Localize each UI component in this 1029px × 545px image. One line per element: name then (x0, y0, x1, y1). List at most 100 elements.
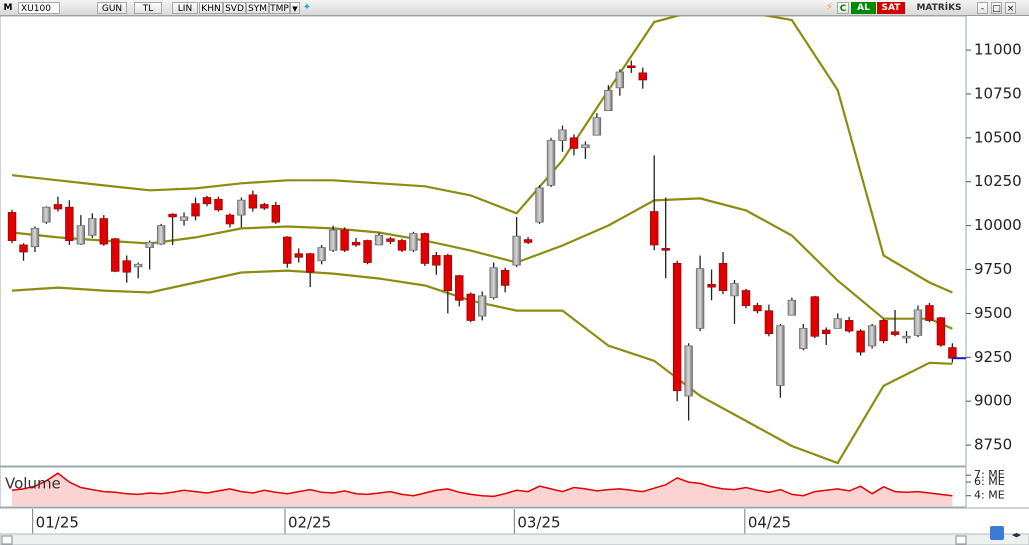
candle-body (650, 211, 659, 246)
candle-body (397, 240, 407, 251)
y-tick-label: 8750 (974, 436, 1012, 454)
candle-body (478, 295, 487, 317)
volume-title: Volume (5, 475, 61, 493)
candle-body (741, 290, 751, 306)
toolbar-button[interactable]: SYM (246, 2, 269, 14)
twitter-icon[interactable]: ✦ (302, 2, 312, 13)
candle-body (638, 72, 647, 81)
candle-body (271, 205, 280, 223)
toolbar-button[interactable]: SVD (223, 2, 246, 14)
line-button[interactable]: LIN (172, 2, 198, 14)
candle-body (328, 229, 338, 251)
volume-tick-label: 6: ME (974, 475, 1005, 488)
dropdown-arrow[interactable]: ▼ (290, 2, 300, 14)
candle-body (718, 262, 728, 292)
candle-body (787, 299, 797, 316)
candle-body (248, 194, 258, 209)
period-button[interactable]: GUN (97, 2, 127, 14)
candle-body (879, 320, 888, 342)
window-button[interactable]: □ (991, 2, 1002, 14)
alert-icon[interactable]: ⚡ (825, 2, 834, 13)
candle-body (890, 331, 900, 335)
candle-body (225, 214, 235, 225)
candle-body (305, 253, 315, 273)
candle-body (684, 345, 693, 397)
buy-button[interactable]: AL (851, 2, 876, 14)
volume-tick-label: 4: ME (974, 489, 1005, 502)
candle-body (707, 284, 716, 288)
candle-body (753, 305, 762, 312)
candle-body (925, 305, 934, 321)
y-tick-label: 11000 (974, 41, 1022, 59)
candle-body (546, 140, 556, 186)
band-line (11, 269, 953, 465)
candle-body (466, 293, 475, 321)
candle-body (294, 253, 303, 258)
candle-body (443, 255, 453, 292)
candle-body (867, 325, 877, 347)
candle-body (283, 236, 292, 264)
scrollbar[interactable] (0, 533, 1029, 545)
candle-body (615, 71, 625, 89)
candle-body (7, 212, 17, 241)
c-button[interactable]: C (837, 2, 849, 14)
candle-body (581, 144, 590, 148)
candle-body (340, 229, 349, 251)
candle-body (409, 233, 418, 251)
candle-body (569, 137, 579, 149)
candle-body (19, 244, 28, 253)
candle-body (42, 206, 51, 223)
candle-body (133, 263, 143, 268)
candle-body (386, 238, 395, 242)
currency-button[interactable]: TL (134, 2, 162, 14)
candle-body (214, 198, 223, 211)
y-tick-label: 9250 (974, 348, 1012, 366)
candle-body (179, 216, 189, 221)
candle-body (948, 347, 957, 359)
toolbar: M XU100 GUN TL LIN KHN SVD SYM TMP ▼ ✦ ⚡… (0, 0, 1029, 16)
settings-button[interactable] (990, 526, 1004, 540)
candle-body (88, 218, 97, 236)
candle-body (111, 238, 120, 272)
scroll-button[interactable] (1, 535, 13, 545)
x-tick-label: 01/25 (36, 514, 79, 532)
candle-body (936, 317, 946, 346)
candle-body (432, 255, 441, 266)
candle-body (512, 235, 521, 266)
candle-body (455, 275, 464, 301)
candle-body (672, 262, 682, 392)
candle-body (122, 260, 131, 273)
scroll-button[interactable] (955, 535, 967, 545)
window-button[interactable]: - (977, 2, 988, 14)
candle-body (30, 227, 40, 248)
window-button[interactable]: × (1005, 2, 1016, 14)
candle-body (592, 117, 602, 136)
candle-body (363, 240, 372, 263)
y-tick-label: 10000 (974, 216, 1022, 234)
axes: 8750 9000 9250 9500 9750 10000 10250 10500 10750… (32, 41, 1022, 534)
candle-body (500, 270, 510, 286)
volume-tick-label: 7: ME (974, 468, 1005, 481)
toolbar-button[interactable]: TMP (269, 2, 290, 14)
candle-body (76, 225, 86, 245)
candle-body (913, 309, 923, 336)
candle-body (260, 204, 269, 209)
menu-prefix[interactable]: M (3, 3, 13, 13)
candle-body (833, 318, 842, 329)
sell-button[interactable]: SAT (877, 2, 905, 14)
candle-body (523, 239, 533, 243)
y-tick-label: 9000 (974, 392, 1012, 410)
candle-body (799, 327, 808, 349)
candle-body (317, 247, 326, 262)
x-tick-label: 02/25 (288, 514, 331, 532)
toolbar-button[interactable]: KHN (199, 2, 223, 14)
brand-label: MATRİKS (916, 3, 962, 13)
candle-body (156, 225, 166, 245)
candle-body (351, 241, 361, 246)
y-tick-label: 9750 (974, 260, 1012, 278)
candle-body (65, 206, 74, 241)
candle-body (764, 310, 774, 335)
symbol-box[interactable]: XU100 (18, 2, 60, 14)
candle-body (776, 325, 785, 386)
nav-arrows[interactable]: ◂▸ (1012, 531, 1022, 541)
